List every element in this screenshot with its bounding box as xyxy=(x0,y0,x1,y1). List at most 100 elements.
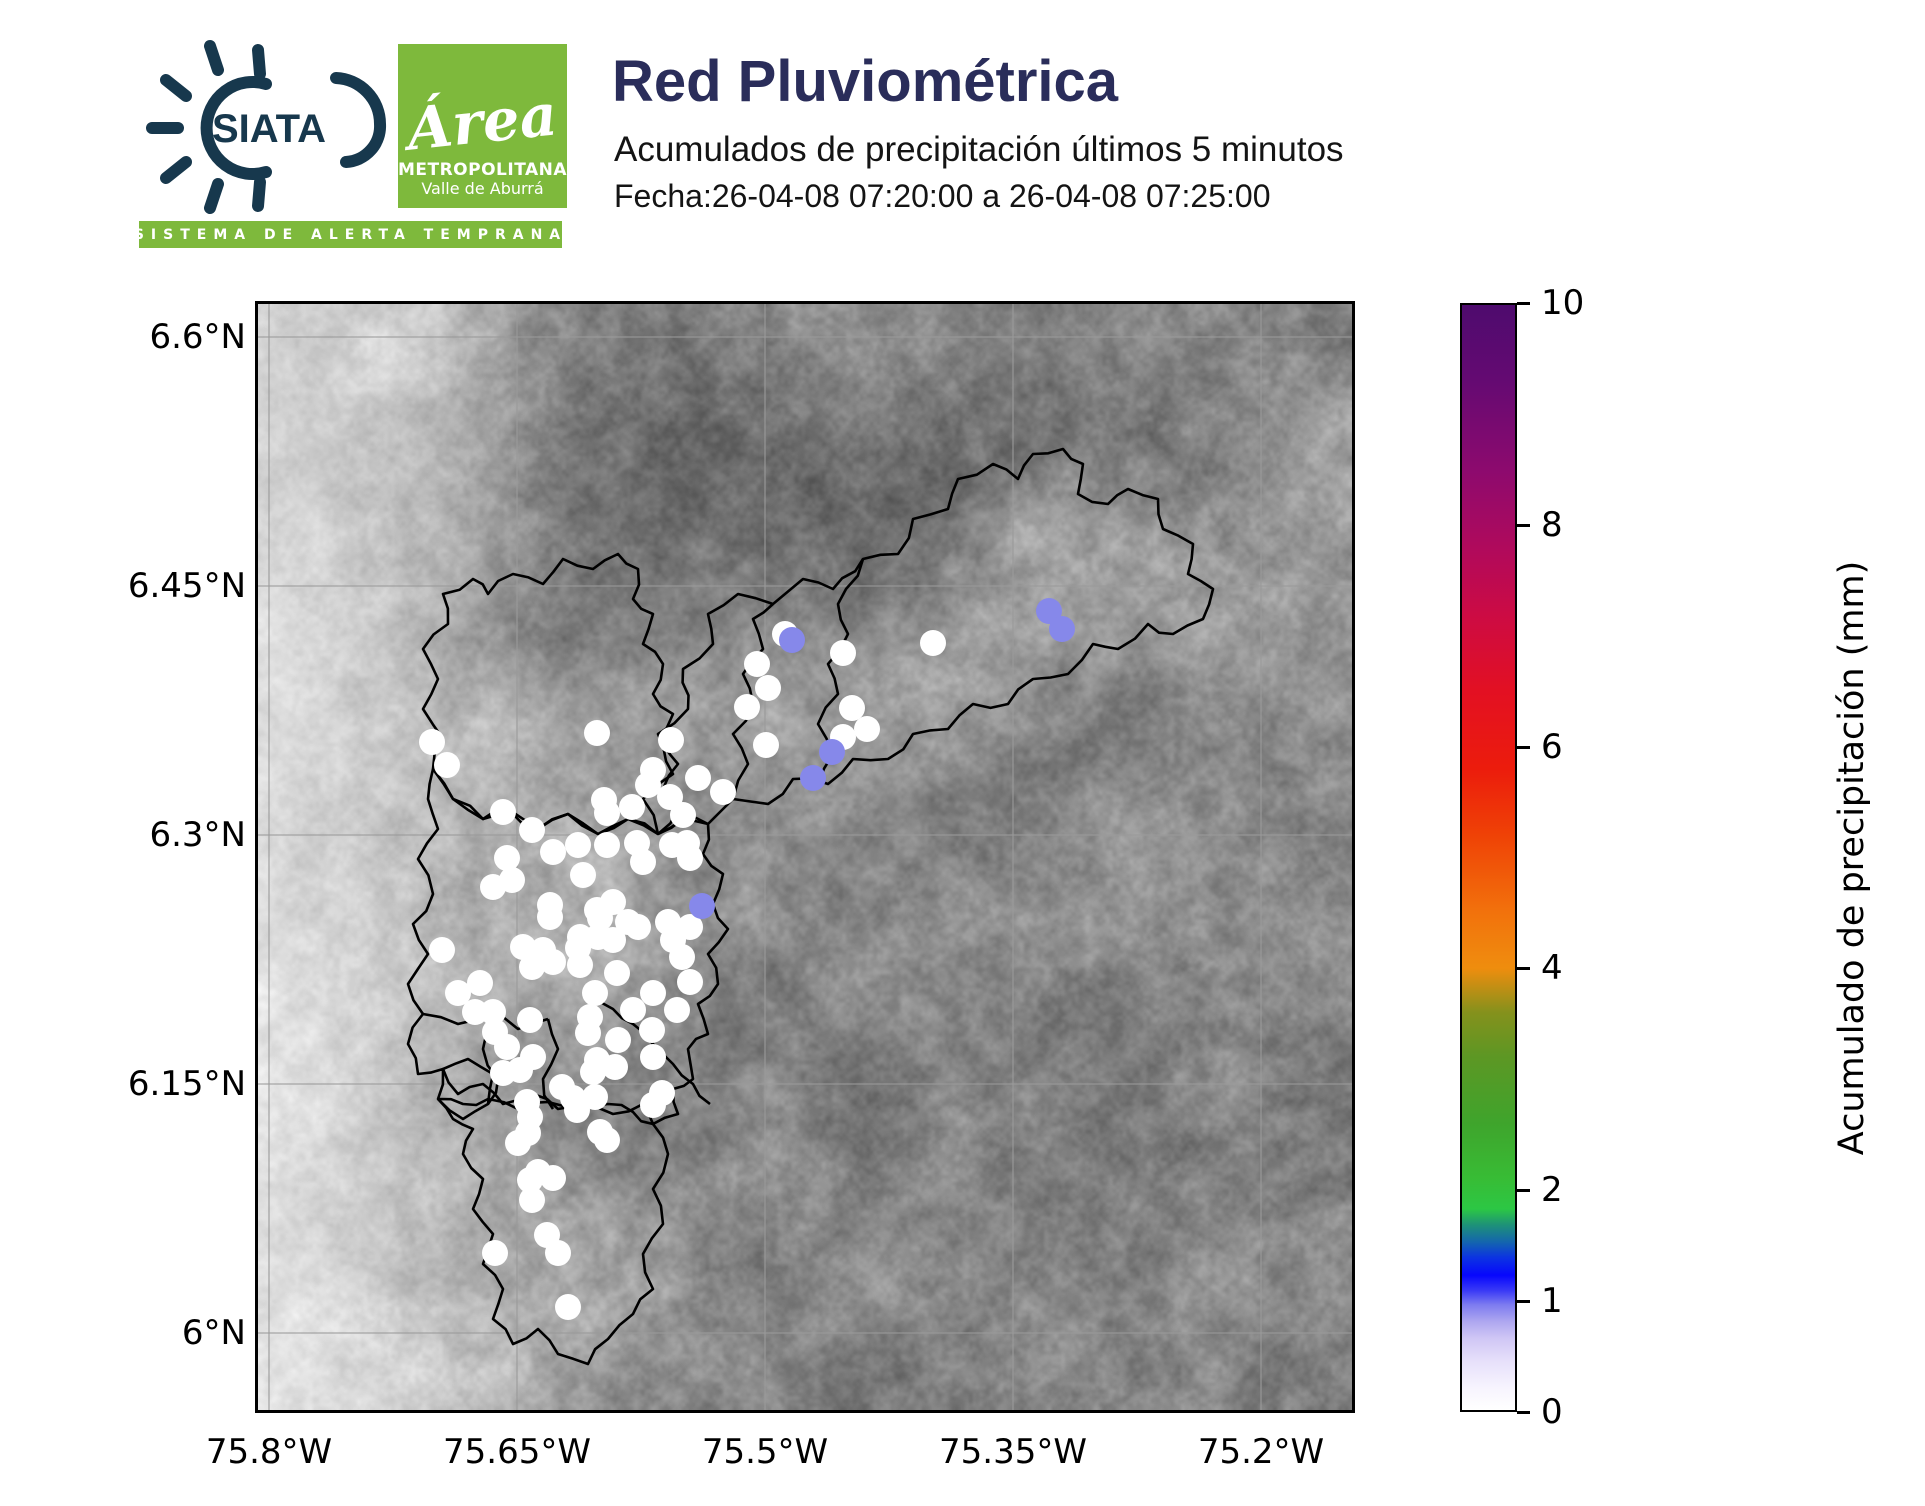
station-dot-white xyxy=(744,651,770,677)
sistema-alerta-banner: SISTEMA DE ALERTA TEMPRANA xyxy=(139,221,562,248)
station-dot-white xyxy=(507,1057,533,1083)
station-dot-blue xyxy=(689,893,715,919)
siata-logo-text: SIATA xyxy=(212,107,326,151)
station-dot-blue xyxy=(800,765,826,791)
sun-circle-icon xyxy=(200,76,272,180)
station-dot-white xyxy=(564,1097,590,1123)
date-range: Fecha:26-04-08 07:20:00 a 26-04-08 07:25… xyxy=(614,178,1271,214)
station-dot-white xyxy=(510,934,536,960)
colorbar-tick-label: 4 xyxy=(1541,948,1563,988)
colorbar-tick-mark xyxy=(1517,1188,1530,1192)
map-overlay xyxy=(258,304,1352,1410)
map-frame xyxy=(255,301,1355,1413)
colorbar-tick-mark xyxy=(1517,966,1530,970)
area-logo-line2: METROPOLITANA xyxy=(397,160,568,180)
colorbar-tick-mark xyxy=(1517,301,1530,305)
station-dot-white xyxy=(499,867,525,893)
x-axis-tick-label: 75.65°W xyxy=(443,1432,591,1472)
cloud-icon xyxy=(330,72,387,168)
station-dot-blue xyxy=(1036,598,1062,624)
y-axis-tick-label: 6.15°N xyxy=(127,1064,246,1104)
station-dot-white xyxy=(494,845,520,871)
station-dot-white xyxy=(594,800,620,826)
municipality-boundary xyxy=(406,768,730,1126)
station-dot-white xyxy=(490,799,516,825)
municipality-boundary xyxy=(731,603,774,800)
station-dot-white xyxy=(540,1165,566,1191)
station-dot-white xyxy=(582,1084,608,1110)
station-dot-white xyxy=(753,732,779,758)
station-dot-white xyxy=(462,999,488,1025)
station-dot-white xyxy=(669,944,695,970)
station-dot-white xyxy=(640,1044,666,1070)
station-dot-white xyxy=(517,1167,543,1193)
station-dot-white xyxy=(519,954,545,980)
colorbar-axis-label: Acumulado de precipitación (mm) xyxy=(1832,560,1872,1155)
station-dot-white xyxy=(429,937,455,963)
station-dot-white xyxy=(755,675,781,701)
page-subtitle: Acumulados de precipitación últimos 5 mi… xyxy=(614,130,1344,169)
station-dot-white xyxy=(600,927,626,953)
station-dot-white xyxy=(677,969,703,995)
station-dot-blue xyxy=(819,739,845,765)
colorbar-tick-label: 8 xyxy=(1541,505,1563,545)
area-logo-line3: Valle de Aburrá xyxy=(421,179,544,198)
station-dot-white xyxy=(555,1294,581,1320)
siata-logo: SIATA xyxy=(146,40,387,214)
station-dot-white xyxy=(734,694,760,720)
station-dot-white xyxy=(649,1080,675,1106)
station-dot-white xyxy=(600,889,626,915)
page-title: Red Pluviométrica xyxy=(612,49,1119,114)
station-dot-white xyxy=(620,997,646,1023)
station-dot-white xyxy=(670,802,696,828)
station-dot-white xyxy=(635,772,661,798)
station-dot-white xyxy=(920,630,946,656)
station-dot-white xyxy=(582,980,608,1006)
colorbar-tick-label: 10 xyxy=(1541,283,1585,323)
terrain-basemap xyxy=(258,304,1352,1410)
station-dot-white xyxy=(830,640,856,666)
station-dot-white xyxy=(540,839,566,865)
station-dot-blue xyxy=(1049,616,1075,642)
station-dot-white xyxy=(640,980,666,1006)
station-dot-white xyxy=(565,832,591,858)
station-dot-white xyxy=(467,970,493,996)
station-dot-white xyxy=(584,720,610,746)
colorbar-tick-mark xyxy=(1517,1410,1530,1414)
station-dot-white xyxy=(685,765,711,791)
colorbar-tick-label: 0 xyxy=(1541,1392,1563,1432)
station-dot-white xyxy=(537,904,563,930)
x-axis-tick-label: 75.8°W xyxy=(205,1432,333,1472)
area-logo-script: Área xyxy=(404,80,561,164)
station-dot-white xyxy=(419,729,445,755)
station-dot-blue xyxy=(779,627,805,653)
station-dot-white xyxy=(602,1054,628,1080)
station-dot-white xyxy=(619,794,645,820)
municipality-boundary xyxy=(641,447,1215,836)
station-dot-white xyxy=(594,1127,620,1153)
station-dot-white xyxy=(494,1034,520,1060)
station-dot-white xyxy=(505,1130,531,1156)
station-dot-white xyxy=(839,695,865,721)
station-dot-white xyxy=(625,914,651,940)
station-dot-white xyxy=(594,832,620,858)
x-axis-tick-label: 75.5°W xyxy=(701,1432,829,1472)
y-axis-tick-label: 6.6°N xyxy=(149,317,246,357)
colorbar-tick-mark xyxy=(1517,523,1530,527)
station-dot-white xyxy=(604,960,630,986)
y-axis-tick-label: 6°N xyxy=(181,1313,246,1353)
y-axis-tick-label: 6.3°N xyxy=(149,815,246,855)
colorbar-tick-mark xyxy=(1517,1299,1530,1303)
station-dot-white xyxy=(580,1059,606,1085)
colorbar-tick-label: 1 xyxy=(1541,1281,1563,1321)
municipality-boundary xyxy=(541,1018,560,1110)
station-dot-white xyxy=(445,980,471,1006)
area-metropolitana-logo: Área METROPOLITANA Valle de Aburrá xyxy=(398,44,567,208)
station-dot-white xyxy=(605,1027,631,1053)
colorbar-tick-mark xyxy=(1517,745,1530,749)
station-dot-white xyxy=(482,1240,508,1266)
station-dot-white xyxy=(519,1187,545,1213)
colorbar-tick-label: 2 xyxy=(1541,1170,1563,1210)
colorbar-tick-label: 6 xyxy=(1541,727,1563,767)
